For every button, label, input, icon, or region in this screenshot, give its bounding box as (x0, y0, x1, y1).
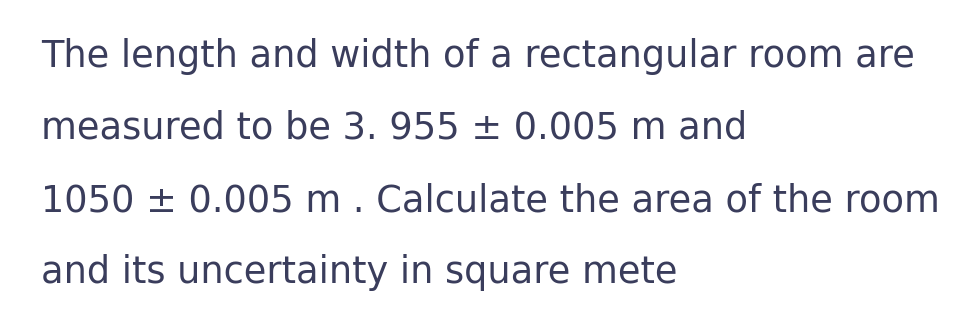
Text: and its uncertainty in square mete: and its uncertainty in square mete (41, 254, 678, 291)
Text: The length and width of a rectangular room are: The length and width of a rectangular ro… (41, 38, 915, 75)
Text: measured to be 3. 955 ± 0.005 m and: measured to be 3. 955 ± 0.005 m and (41, 110, 747, 147)
Text: 1050 ± 0.005 m . Calculate the area of the room: 1050 ± 0.005 m . Calculate the area of t… (41, 182, 940, 219)
